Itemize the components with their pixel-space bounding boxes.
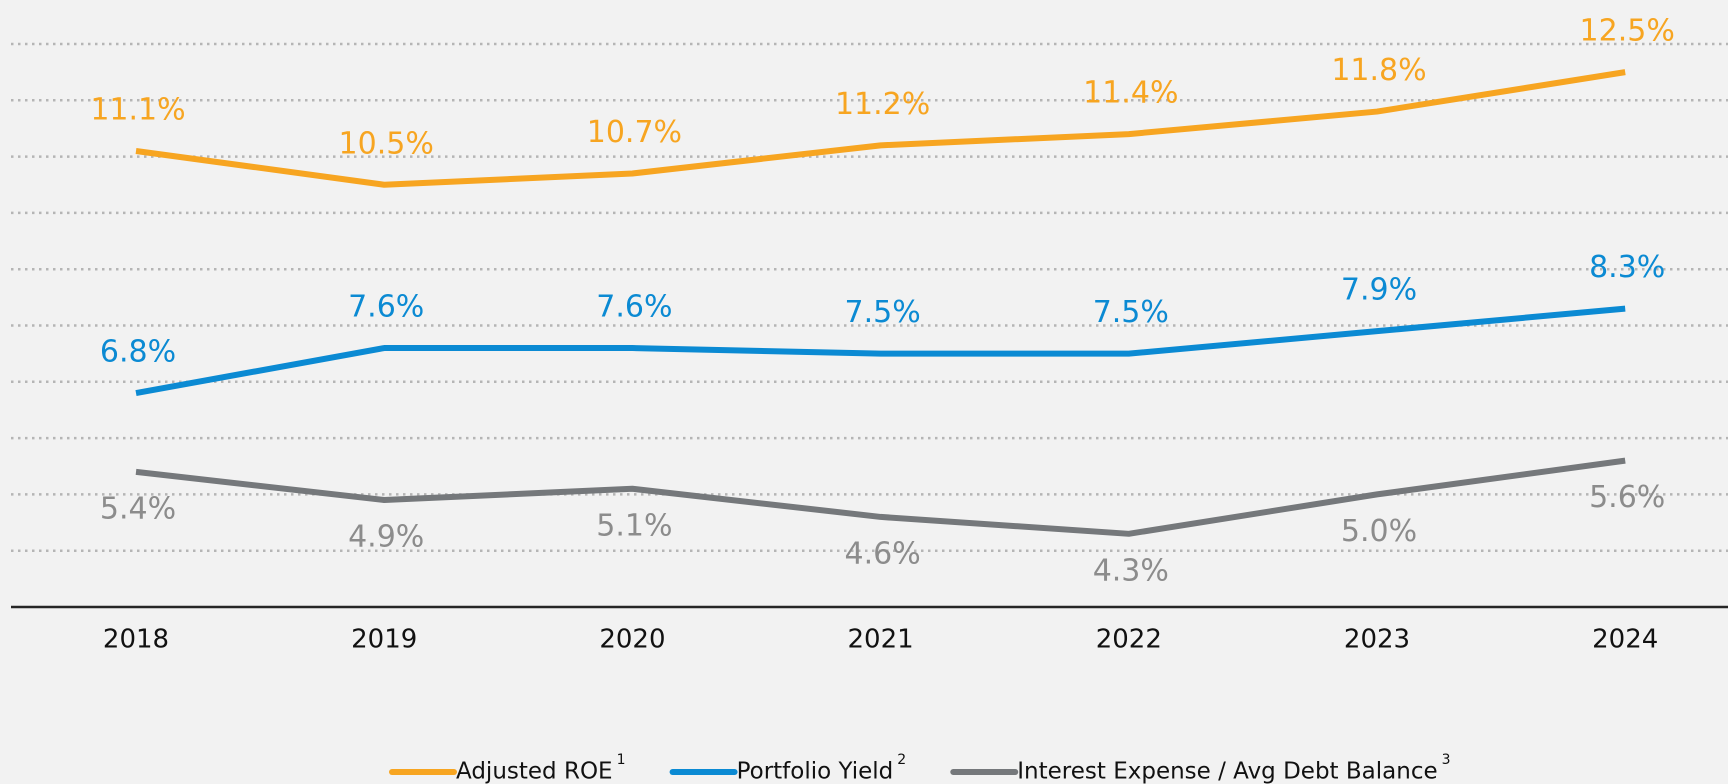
x-tick-label: 2022: [1096, 625, 1162, 655]
data-label: 5.1%: [596, 508, 672, 543]
legend-label: Portfolio Yield: [737, 759, 894, 784]
data-label: 6.8%: [100, 335, 176, 370]
data-label: 11.8%: [1331, 53, 1426, 88]
data-label: 11.1%: [90, 92, 185, 127]
x-tick-label: 2018: [103, 625, 169, 655]
legend: Adjusted ROE 1 Portfolio Yield 2 Interest Ex…: [389, 752, 1451, 784]
data-label: 7.5%: [844, 295, 920, 330]
data-label: 12.5%: [1580, 14, 1675, 49]
legend-footnote: 1: [617, 752, 626, 768]
x-tick-label: 2023: [1344, 625, 1410, 655]
data-label: 10.5%: [339, 126, 434, 161]
data-label: 5.4%: [100, 491, 176, 526]
x-tick-label: 2024: [1592, 625, 1658, 655]
data-label: 7.5%: [1093, 295, 1169, 330]
data-label: 10.7%: [587, 115, 682, 150]
data-label: 5.0%: [1341, 514, 1417, 549]
data-label: 8.3%: [1589, 250, 1665, 285]
data-label: 11.4%: [1083, 76, 1178, 111]
series-line: [135, 305, 1626, 397]
data-label: 4.3%: [1093, 553, 1169, 588]
data-label: 7.9%: [1341, 273, 1417, 308]
legend-footnote: 2: [897, 752, 906, 768]
legend-label: Adjusted ROE: [456, 759, 613, 784]
legend-label: Interest Expense / Avg Debt Balance: [1017, 759, 1437, 784]
data-label: 7.6%: [596, 290, 672, 325]
data-label: 4.6%: [844, 536, 920, 571]
series-line: [135, 69, 1626, 188]
data-label: 11.2%: [835, 87, 930, 122]
x-tick-label: 2021: [848, 625, 914, 655]
data-label: 5.6%: [1589, 480, 1665, 515]
series-line: [135, 457, 1626, 537]
data-label: 4.9%: [348, 520, 424, 555]
x-tick-label: 2020: [599, 625, 665, 655]
x-tick-label: 2019: [351, 625, 417, 655]
data-label: 7.6%: [348, 290, 424, 325]
legend-footnote: 3: [1442, 752, 1451, 768]
